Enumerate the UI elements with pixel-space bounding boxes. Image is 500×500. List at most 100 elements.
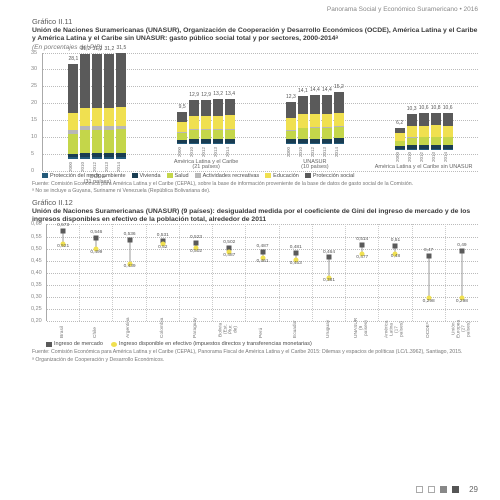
x-label: Chile: [79, 321, 112, 339]
bar: 14,4: [310, 95, 320, 144]
y-tick: 10: [31, 134, 37, 140]
legend-item: Educación: [265, 173, 299, 179]
series-column: 0,5310,52: [147, 224, 180, 321]
y-tick: 0,25: [31, 306, 42, 312]
y-tick: 0,45: [31, 258, 42, 264]
bar: 12,3: [286, 102, 296, 143]
chart-1: 0510152025303528,131,231,231,231,5200020…: [42, 53, 478, 171]
series-column: 0,5360,439: [113, 224, 146, 321]
bar: 14,1: [298, 96, 308, 144]
fig2-label: Gráfico II.12: [32, 198, 478, 207]
bar: 15,2: [334, 92, 344, 143]
market-point: [127, 238, 132, 243]
bar: 14,4: [322, 95, 332, 144]
series-column: 0,4640,381: [313, 224, 346, 321]
bar: 6,2: [395, 128, 405, 149]
market-point: [61, 229, 66, 234]
bar: 12,9: [189, 100, 199, 143]
y-tick: 35: [31, 50, 37, 56]
footer-box: [428, 486, 435, 493]
chart2-source: Fuente: Comisión Económica para América …: [32, 349, 478, 355]
market-point: [94, 235, 99, 240]
market-point: [393, 244, 398, 249]
fig1-label: Gráfico II.11: [32, 17, 478, 26]
legend-item: Actividades recreativas: [195, 173, 260, 179]
x-label: Bolivia (Est. Plur. de): [212, 321, 245, 339]
series-column: 0,5460,499: [80, 224, 113, 321]
series-column: 0,5230,502: [180, 224, 213, 321]
series-column: 0,5730,521: [47, 224, 80, 321]
bar: 9,5: [177, 112, 187, 144]
y-tick: 15: [31, 117, 37, 123]
bar: 28,1: [68, 64, 78, 159]
legend-item: Ingreso de mercado: [46, 341, 103, 347]
y-tick: 20: [31, 100, 37, 106]
market-point: [426, 254, 431, 259]
bar: 12,9: [201, 100, 211, 143]
bar: 31,2: [92, 54, 102, 159]
bar: 10,3: [407, 114, 417, 149]
x-label: América Latina (17 países): [378, 321, 411, 339]
y-tick: 0,55: [31, 234, 42, 240]
footer-box: [440, 486, 447, 493]
group-label: UNASUR(10 países): [301, 160, 329, 171]
group-label: América Latina y el Caribe(21 países): [174, 160, 239, 171]
y-tick: 0,35: [31, 282, 42, 288]
x-label: Unión Europea (27 países): [445, 321, 478, 339]
legend-item: Ingreso disponible en efectivo (impuesto…: [111, 341, 312, 347]
footer-box: [452, 486, 459, 493]
chart-2: 0,200,250,300,350,400,450,500,550,600,57…: [46, 224, 478, 339]
bar: 13,2: [213, 99, 223, 143]
bar: 31,5: [116, 53, 126, 159]
y-tick: 0,60: [31, 221, 42, 227]
x-label: Brasil: [46, 321, 79, 339]
x-label: OCDEᵃ: [412, 321, 445, 339]
legend-item: Vivienda: [132, 173, 161, 179]
bar: 13,4: [225, 99, 235, 144]
y-tick: 0,30: [31, 294, 42, 300]
series-column: 0,470,298: [413, 224, 446, 321]
page-number: 29: [469, 485, 478, 494]
page-footer: 29: [416, 485, 478, 494]
y-tick: 5: [31, 151, 34, 157]
y-tick: 0: [31, 168, 34, 174]
chart2-legend: Ingreso de mercado Ingreso disponible en …: [46, 341, 478, 347]
market-point: [260, 249, 265, 254]
series-column: 0,490,298: [446, 224, 478, 321]
market-point: [326, 255, 331, 260]
chart2-note: ᵃ Organización de Cooperación y Desarrol…: [32, 357, 478, 363]
bar: 31,2: [104, 54, 114, 159]
bar: 10,6: [443, 113, 453, 149]
bar: 10,6: [419, 113, 429, 149]
bar: 10,8: [431, 113, 441, 149]
y-tick: 0,40: [31, 270, 42, 276]
legend-item: Protección social: [305, 173, 355, 179]
x-label: Perú: [245, 321, 278, 339]
group-label: OCDE(31 países): [84, 175, 112, 186]
x-label: UNASUR (9 países): [345, 321, 378, 339]
x-label: Paraguay: [179, 321, 212, 339]
page-header: Panorama Social y Económico Suramericano…: [0, 0, 500, 13]
y-tick: 30: [31, 66, 37, 72]
y-tick: 25: [31, 83, 37, 89]
market-point: [293, 251, 298, 256]
bar: 31,2: [80, 54, 90, 159]
series-column: 0,4870,461: [246, 224, 279, 321]
x-label: Uruguay: [312, 321, 345, 339]
legend-item: Salud: [167, 173, 189, 179]
x-label: Argentina: [112, 321, 145, 339]
series-column: 0,510,48: [379, 224, 412, 321]
x-label: Colombia: [146, 321, 179, 339]
y-tick: 0,50: [31, 246, 42, 252]
market-point: [360, 243, 365, 248]
fig2-title: Unión de Naciones Suramericanas (UNASUR)…: [32, 208, 478, 224]
series-column: 0,5140,477: [346, 224, 379, 321]
footer-box: [416, 486, 423, 493]
y-tick: 0,20: [31, 318, 42, 324]
series-column: 0,5020,487: [213, 224, 246, 321]
market-point: [459, 249, 464, 254]
x-label: Ecuador: [279, 321, 312, 339]
fig1-title: Unión de Naciones Suramericanas (UNASUR)…: [32, 27, 478, 43]
chart1-note: ᵃ No se incluye a Guyana, Suriname ni Ve…: [32, 188, 478, 194]
group-label: América Latina y el Caribe sin UNASUR: [375, 165, 473, 171]
